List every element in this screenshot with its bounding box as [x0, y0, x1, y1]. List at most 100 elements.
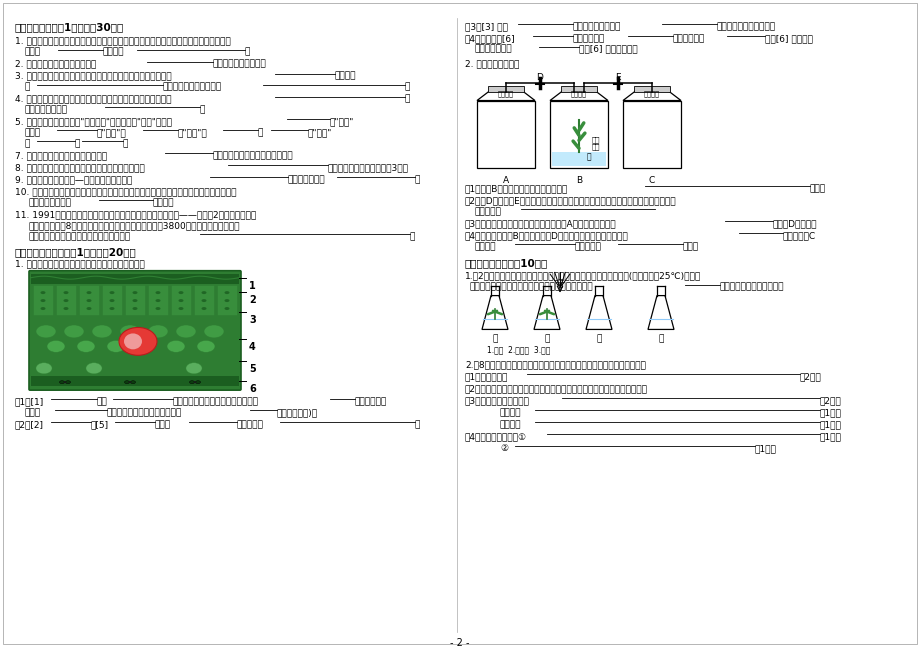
Text: （3）若要加强绿色植物的光合作用，可在A装置中加入适量的: （3）若要加强绿色植物的光合作用，可在A装置中加入适量的 — [464, 219, 616, 228]
Ellipse shape — [86, 299, 91, 302]
Text: 第二步：: 第二步： — [499, 408, 521, 417]
Text: 瓶口密封: 瓶口密封 — [643, 90, 659, 97]
Text: （4）若用黑纸片将B装置罩上一（D处扎紧），绿色植物主要进行: （4）若用黑纸片将B装置罩上一（D处扎紧），绿色植物主要进行 — [464, 231, 628, 240]
Ellipse shape — [119, 325, 140, 338]
Text: （叶片进行光合作用的产物之一: （叶片进行光合作用的产物之一 — [107, 408, 182, 417]
Ellipse shape — [63, 381, 66, 384]
Text: ，其作用是: ，其作用是 — [237, 420, 264, 429]
Text: 时，[6] 呈闭合状态。: 时，[6] 呈闭合状态。 — [578, 45, 637, 54]
Ellipse shape — [129, 381, 131, 384]
Ellipse shape — [77, 341, 95, 352]
Ellipse shape — [178, 307, 183, 310]
Text: 三、识图分析题（每空1分，共计20分）: 三、识图分析题（每空1分，共计20分） — [15, 247, 137, 257]
Bar — [31, 376, 239, 386]
Ellipse shape — [86, 307, 91, 310]
Text: 5: 5 — [249, 364, 255, 374]
Text: （1分）: （1分） — [754, 444, 776, 453]
Ellipse shape — [132, 299, 137, 302]
Ellipse shape — [47, 341, 65, 352]
Ellipse shape — [130, 381, 135, 384]
Text: 瓶口密封: 瓶口密封 — [571, 90, 586, 97]
Ellipse shape — [148, 325, 168, 338]
Bar — [171, 285, 191, 315]
Ellipse shape — [155, 291, 160, 294]
Polygon shape — [647, 296, 674, 330]
Text: 和: 和 — [257, 129, 263, 137]
Ellipse shape — [109, 307, 114, 310]
Ellipse shape — [60, 381, 64, 384]
Text: 。: 。 — [414, 175, 420, 184]
Bar — [31, 274, 239, 283]
Text: ②: ② — [499, 444, 507, 453]
Ellipse shape — [197, 341, 215, 352]
Ellipse shape — [124, 381, 130, 384]
Polygon shape — [476, 90, 535, 101]
Text: 开闭的物质是: 开闭的物质是 — [573, 34, 605, 43]
Text: ；另一方面，要: ；另一方面，要 — [288, 175, 325, 184]
Text: 10. 科学实验证明：蜡烛燃烧或动物呼吸排出的二氧化碳是绿色植物进行光合作用的原料。: 10. 科学实验证明：蜡烛燃烧或动物呼吸排出的二氧化碳是绿色植物进行光合作用的原… — [15, 187, 236, 196]
Text: 瓶中的金鱼生存时间最长。: 瓶中的金鱼生存时间最长。 — [720, 283, 784, 292]
Ellipse shape — [107, 341, 125, 352]
Text: 发现的。: 发现的。 — [153, 198, 175, 207]
Ellipse shape — [65, 381, 71, 384]
Text: ，它的细胞内部都有: ，它的细胞内部都有 — [573, 22, 620, 31]
Ellipse shape — [201, 307, 206, 310]
Text: 此时把D打开）。: 此时把D打开）。 — [772, 219, 817, 228]
Bar — [551, 152, 606, 166]
Text: 乙: 乙 — [544, 334, 549, 343]
Text: （1）[1]: （1）[1] — [15, 397, 44, 406]
Bar — [33, 285, 53, 315]
Text: 丙: 丙 — [596, 334, 601, 343]
Text: ，当保卫细胞: ，当保卫细胞 — [673, 34, 705, 43]
Text: ，"产物": ，"产物" — [308, 129, 332, 137]
Text: （1分）: （1分） — [819, 408, 841, 417]
Text: 时，[6] 呈开放状: 时，[6] 呈开放状 — [765, 34, 812, 43]
Ellipse shape — [155, 307, 160, 310]
Text: 。: 。 — [123, 139, 129, 148]
Text: 1.命鱼  2.命鱼瓶  3.植瓶: 1.命鱼 2.命鱼瓶 3.植瓶 — [486, 345, 550, 354]
Text: 9. 要维持生物圈中的碳—氧平衡，一方面，要: 9. 要维持生物圈中的碳—氧平衡，一方面，要 — [15, 175, 132, 184]
Ellipse shape — [63, 299, 68, 302]
Bar — [102, 285, 122, 315]
Text: ，: ， — [404, 94, 410, 103]
Text: 、: 、 — [75, 139, 80, 148]
Text: 作用，若向C: 作用，若向C — [782, 231, 815, 240]
Text: 2: 2 — [249, 294, 255, 305]
Ellipse shape — [224, 307, 229, 310]
Text: （2分）: （2分） — [819, 396, 841, 405]
Text: 可以得出的结论是: 可以得出的结论是 — [25, 105, 68, 114]
Text: （2分）: （2分） — [800, 372, 821, 382]
Text: （2）把D处夹紧、E处打开，当光照一段时间后，绿色植物会产生一种气体，该气体的: （2）把D处夹紧、E处打开，当光照一段时间后，绿色植物会产生一种气体，该气体的 — [464, 196, 675, 205]
Text: （1分）: （1分） — [819, 432, 841, 441]
Ellipse shape — [40, 299, 45, 302]
Text: 作用。: 作用。 — [809, 184, 825, 193]
Ellipse shape — [189, 381, 194, 384]
Bar — [125, 285, 145, 315]
Text: C: C — [648, 176, 654, 185]
Text: 2.（8分）实验题：请你设计一个实验证明：叶片是蒸腾作用的主要器官。: 2.（8分）实验题：请你设计一个实验证明：叶片是蒸腾作用的主要器官。 — [464, 360, 645, 369]
Ellipse shape — [40, 307, 45, 310]
Text: 这个实验最先是由: 这个实验最先是由 — [29, 198, 72, 207]
Text: （2）实验器材：枝条（同种植物）、透明塑料袋、锥形瓶、剪刀、清水等。: （2）实验器材：枝条（同种植物）、透明塑料袋、锥形瓶、剪刀、清水等。 — [464, 384, 647, 393]
Bar — [487, 86, 524, 92]
Text: 4. 银边天竺葵的叶用光照射后，脱去叶绿素，滴上碘液，现象为: 4. 银边天竺葵的叶用光照射后，脱去叶绿素，滴上碘液，现象为 — [15, 94, 171, 103]
Text: 是: 是 — [25, 83, 30, 92]
Ellipse shape — [178, 291, 183, 294]
Text: ，（至少列举三种，本小题3分）: ，（至少列举三种，本小题3分） — [328, 163, 409, 172]
Text: （1）装置B内的绿色植物在光照下可进行: （1）装置B内的绿色植物在光照下可进行 — [464, 184, 568, 193]
Text: 界完全隔离，有8名科学家生活在里面，并在其中引入了3800个物种，其中有相当数: 界完全隔离，有8名科学家生活在里面，并在其中引入了3800个物种，其中有相当数 — [29, 221, 240, 230]
Text: D: D — [536, 73, 543, 82]
Text: 。: 。 — [404, 83, 410, 92]
Ellipse shape — [86, 291, 91, 294]
Text: 2. 由根部吸收的水分，主要是受: 2. 由根部吸收的水分，主要是受 — [15, 60, 96, 69]
Text: 合称为: 合称为 — [154, 420, 171, 429]
Text: 和[5]: 和[5] — [91, 420, 109, 429]
Ellipse shape — [196, 381, 200, 384]
Bar — [622, 101, 680, 168]
Text: 绿色: 绿色 — [591, 136, 600, 143]
Text: 5. 如果我们把绿叶比喻为"绿色工厂"，那么它的"车间"指的是: 5. 如果我们把绿叶比喻为"绿色工厂"，那么它的"车间"指的是 — [15, 118, 172, 127]
Text: 3. 人们往往喜欢将许多观赏植物放在卧室内过夜，这是否科学？: 3. 人们往往喜欢将许多观赏植物放在卧室内过夜，这是否科学？ — [15, 72, 172, 81]
Text: 的）和: 的）和 — [25, 408, 41, 417]
Ellipse shape — [85, 363, 102, 374]
Polygon shape — [482, 296, 507, 330]
